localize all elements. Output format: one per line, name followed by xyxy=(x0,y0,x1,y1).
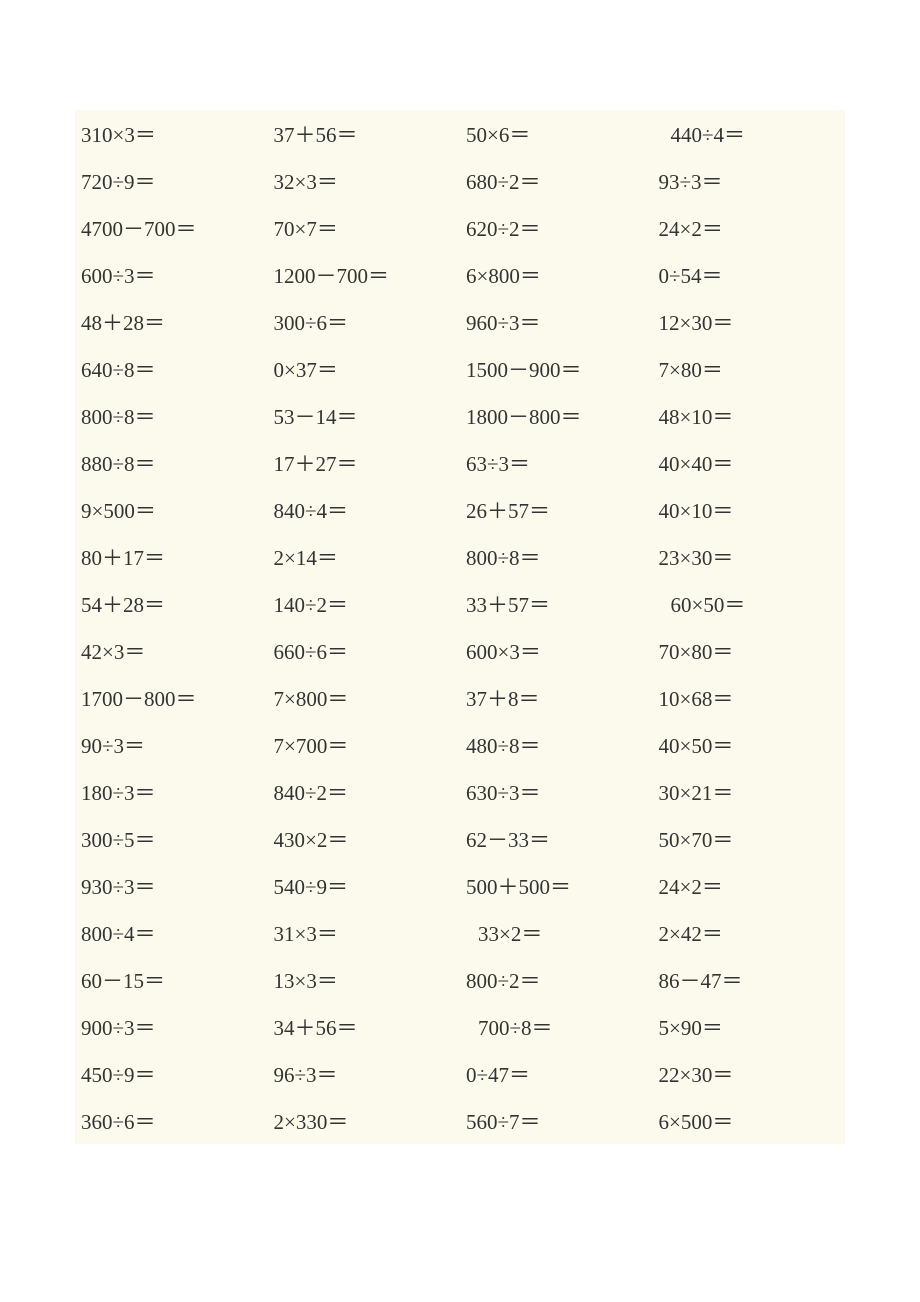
math-problem-cell: 6×500＝ xyxy=(653,1097,846,1144)
math-problem-cell: 90÷3＝ xyxy=(75,721,268,768)
math-problem-cell: 48＋28＝ xyxy=(75,298,268,345)
math-problem-cell: 70×80＝ xyxy=(653,627,846,674)
math-problem-cell: 23×30＝ xyxy=(653,533,846,580)
math-problem-cell: 2×330＝ xyxy=(268,1097,461,1144)
math-problem-cell: 10×68＝ xyxy=(653,674,846,721)
math-problem-cell: 1200－700＝ xyxy=(268,251,461,298)
math-problem-cell: 560÷7＝ xyxy=(460,1097,653,1144)
math-problem-cell: 80＋17＝ xyxy=(75,533,268,580)
math-problem-cell: 50×6＝ xyxy=(460,110,653,157)
math-problem-cell: 960÷3＝ xyxy=(460,298,653,345)
math-problem-cell: 24×2＝ xyxy=(653,862,846,909)
math-problem-cell: 880÷8＝ xyxy=(75,439,268,486)
math-problem-cell: 12×30＝ xyxy=(653,298,846,345)
math-problem-cell: 300÷5＝ xyxy=(75,815,268,862)
math-problem-cell: 50×70＝ xyxy=(653,815,846,862)
math-problem-cell: 63÷3＝ xyxy=(460,439,653,486)
math-problem-cell: 17＋27＝ xyxy=(268,439,461,486)
math-problem-cell: 480÷8＝ xyxy=(460,721,653,768)
math-problem-cell: 37＋8＝ xyxy=(460,674,653,721)
math-problem-cell: 620÷2＝ xyxy=(460,204,653,251)
math-problem-cell: 9×500＝ xyxy=(75,486,268,533)
math-problem-cell: 450÷9＝ xyxy=(75,1050,268,1097)
math-problem-cell: 700÷8＝ xyxy=(460,1003,653,1050)
math-problem-cell: 30×21＝ xyxy=(653,768,846,815)
math-problem-cell: 140÷2＝ xyxy=(268,580,461,627)
math-problem-cell: 31×3＝ xyxy=(268,909,461,956)
math-problem-cell: 60－15＝ xyxy=(75,956,268,1003)
math-problem-cell: 2×42＝ xyxy=(653,909,846,956)
math-problem-cell: 720÷9＝ xyxy=(75,157,268,204)
math-problem-cell: 34＋56＝ xyxy=(268,1003,461,1050)
math-problem-cell: 1800－800＝ xyxy=(460,392,653,439)
math-problem-cell: 4700－700＝ xyxy=(75,204,268,251)
math-problem-cell: 540÷9＝ xyxy=(268,862,461,909)
math-problem-cell: 660÷6＝ xyxy=(268,627,461,674)
math-problem-cell: 53－14＝ xyxy=(268,392,461,439)
math-problem-cell: 40×10＝ xyxy=(653,486,846,533)
math-problem-cell: 7×80＝ xyxy=(653,345,846,392)
math-problem-cell: 0÷54＝ xyxy=(653,251,846,298)
math-problem-cell: 42×3＝ xyxy=(75,627,268,674)
math-problem-cell: 840÷2＝ xyxy=(268,768,461,815)
math-problem-cell: 40×40＝ xyxy=(653,439,846,486)
math-problem-cell: 1500－900＝ xyxy=(460,345,653,392)
math-problem-cell: 22×30＝ xyxy=(653,1050,846,1097)
math-problem-cell: 180÷3＝ xyxy=(75,768,268,815)
math-problem-cell: 24×2＝ xyxy=(653,204,846,251)
math-problem-cell: 930÷3＝ xyxy=(75,862,268,909)
math-problem-cell: 33＋57＝ xyxy=(460,580,653,627)
math-problem-cell: 7×700＝ xyxy=(268,721,461,768)
math-problem-cell: 630÷3＝ xyxy=(460,768,653,815)
math-problem-cell: 1700－800＝ xyxy=(75,674,268,721)
math-problem-cell: 7×800＝ xyxy=(268,674,461,721)
math-problem-cell: 54＋28＝ xyxy=(75,580,268,627)
math-problem-cell: 32×3＝ xyxy=(268,157,461,204)
math-worksheet-grid: 310×3＝37＋56＝50×6＝440÷4＝ 720÷9＝32×3＝680÷2＝… xyxy=(75,110,845,1144)
math-problem-cell: 840÷4＝ xyxy=(268,486,461,533)
math-problem-cell: 0÷47＝ xyxy=(460,1050,653,1097)
math-problem-cell: 440÷4＝ xyxy=(653,110,846,157)
math-problem-cell: 300÷6＝ xyxy=(268,298,461,345)
math-problem-cell: 360÷6＝ xyxy=(75,1097,268,1144)
math-problem-cell: 62－33＝ xyxy=(460,815,653,862)
math-problem-cell: 5×90＝ xyxy=(653,1003,846,1050)
math-problem-cell: 800÷8＝ xyxy=(75,392,268,439)
math-problem-cell: 33×2＝ xyxy=(460,909,653,956)
math-problem-cell: 6×800＝ xyxy=(460,251,653,298)
math-problem-cell: 680÷2＝ xyxy=(460,157,653,204)
math-problem-cell: 800÷2＝ xyxy=(460,956,653,1003)
math-problem-cell: 2×14＝ xyxy=(268,533,461,580)
math-problem-cell: 60×50＝ xyxy=(653,580,846,627)
math-problem-cell: 900÷3＝ xyxy=(75,1003,268,1050)
math-problem-cell: 48×10＝ xyxy=(653,392,846,439)
math-problem-cell: 640÷8＝ xyxy=(75,345,268,392)
math-problem-cell: 26＋57＝ xyxy=(460,486,653,533)
math-problem-cell: 93÷3＝ xyxy=(653,157,846,204)
math-problem-cell: 13×3＝ xyxy=(268,956,461,1003)
math-problem-cell: 600×3＝ xyxy=(460,627,653,674)
math-problem-cell: 600÷3＝ xyxy=(75,251,268,298)
math-problem-cell: 37＋56＝ xyxy=(268,110,461,157)
math-problem-cell: 500＋500＝ xyxy=(460,862,653,909)
math-problem-cell: 800÷8＝ xyxy=(460,533,653,580)
math-problem-cell: 310×3＝ xyxy=(75,110,268,157)
math-problem-cell: 0×37＝ xyxy=(268,345,461,392)
math-problem-cell: 40×50＝ xyxy=(653,721,846,768)
math-problem-cell: 430×2＝ xyxy=(268,815,461,862)
math-problem-cell: 800÷4＝ xyxy=(75,909,268,956)
math-problem-cell: 70×7＝ xyxy=(268,204,461,251)
math-problem-cell: 86－47＝ xyxy=(653,956,846,1003)
math-problem-cell: 96÷3＝ xyxy=(268,1050,461,1097)
